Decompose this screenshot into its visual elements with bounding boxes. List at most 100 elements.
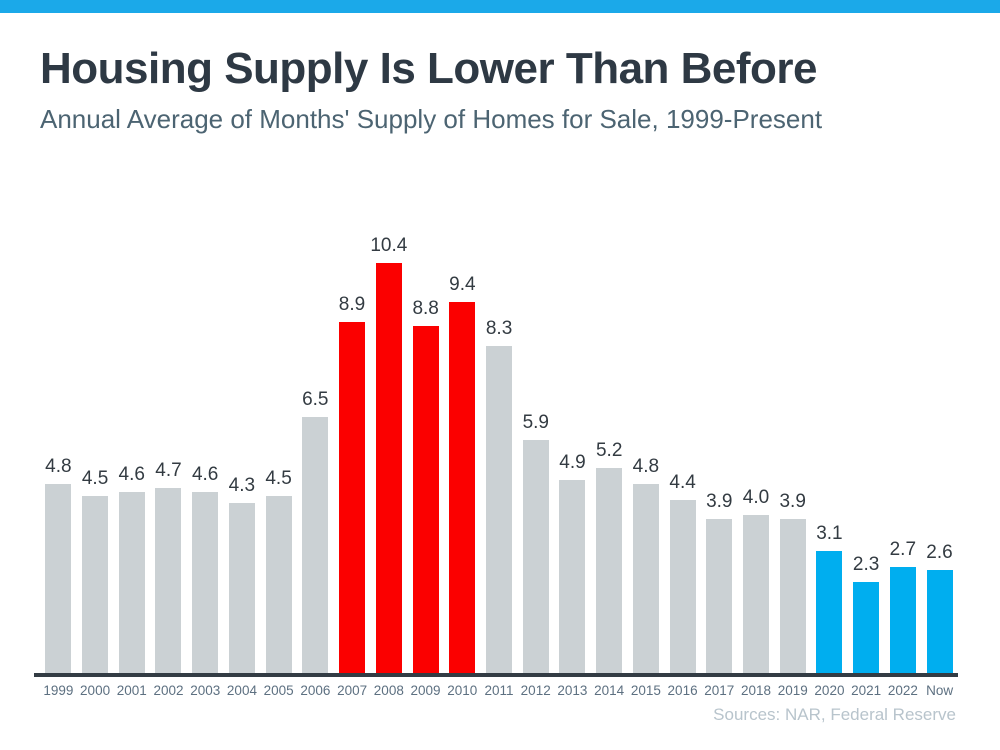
- bar-column: 5.9: [517, 160, 554, 673]
- bar: [486, 346, 513, 673]
- x-axis-tick-label: 2019: [777, 683, 808, 698]
- bar: [559, 480, 586, 673]
- bar: [926, 570, 953, 673]
- bar-value-label: 5.2: [595, 440, 623, 461]
- bar-column: 4.5: [77, 160, 114, 673]
- x-axis-tick-label: 2015: [630, 683, 661, 698]
- bar: [82, 496, 109, 673]
- bar-column: 4.8: [628, 160, 665, 673]
- bar-column: 8.9: [334, 160, 371, 673]
- bar-value-label: 8.9: [338, 294, 366, 315]
- bar-value-label: 3.9: [706, 491, 733, 512]
- x-axis-tick-label: 2006: [300, 683, 331, 698]
- bar-value-label: 4.6: [118, 464, 145, 485]
- bar-column: 4.9: [554, 160, 591, 673]
- bar-value-label: 4.9: [559, 452, 586, 473]
- bar-column: 4.3: [224, 160, 261, 673]
- bar-value-label: 4.5: [265, 468, 292, 489]
- bar: [118, 492, 145, 673]
- chart-title: Housing Supply Is Lower Than Before: [40, 44, 818, 93]
- bar: [889, 567, 916, 673]
- x-axis-tick-label: 2018: [740, 683, 772, 698]
- bar-value-label: 4.0: [742, 487, 770, 508]
- x-axis-tick-label: 2013: [557, 683, 588, 698]
- x-axis-tick-label: 2003: [190, 683, 221, 698]
- bar-value-label: 9.4: [449, 274, 476, 295]
- bar-column: 3.9: [774, 160, 811, 673]
- x-axis-line: [34, 673, 958, 677]
- bar-value-label: 5.9: [522, 412, 549, 433]
- x-axis-tick-label: 2016: [667, 683, 698, 698]
- bar: [632, 484, 659, 673]
- top-accent-strip: [0, 0, 1000, 13]
- bar: [742, 515, 769, 673]
- x-axis-tick-label: 2017: [704, 683, 735, 698]
- bar: [779, 519, 806, 673]
- x-axis-tick-label: 2009: [410, 683, 441, 698]
- x-axis-tick-label: 2011: [484, 683, 514, 698]
- bar-column: 4.0: [738, 160, 775, 673]
- bar: [302, 417, 329, 673]
- x-axis-tick-label: 1999: [43, 683, 74, 698]
- bar-value-label: 4.8: [45, 456, 72, 477]
- source-note: Sources: NAR, Federal Reserve: [713, 705, 956, 724]
- chart-subtitle: Annual Average of Months' Supply of Home…: [40, 104, 823, 134]
- bar-column: 4.7: [150, 160, 187, 673]
- bar-column: 2.3: [848, 160, 885, 673]
- x-axis-tick-label: 2001: [116, 683, 147, 698]
- bar: [375, 263, 402, 673]
- bar: [449, 302, 476, 673]
- x-axis-tick-label: 2008: [373, 683, 404, 698]
- bar-column: 5.2: [591, 160, 628, 673]
- x-axis-tick-label: 2012: [520, 683, 551, 698]
- bar: [45, 484, 72, 673]
- x-axis-tick-label: Now: [926, 683, 954, 698]
- bar-value-label: 6.5: [302, 389, 329, 410]
- bar: [155, 488, 182, 673]
- bar-column: 8.3: [481, 160, 518, 673]
- bar: [522, 440, 549, 673]
- x-axis-tick-label: 2004: [226, 683, 257, 698]
- bar-column: 4.5: [260, 160, 297, 673]
- bar-value-label: 4.5: [81, 468, 109, 489]
- x-axis-tick-label: 2021: [851, 683, 882, 698]
- bar-value-label: 3.9: [779, 491, 806, 512]
- bar: [265, 496, 292, 673]
- bar-value-label: 4.8: [632, 456, 660, 477]
- bar: [192, 492, 219, 673]
- bar-column: 10.4: [370, 160, 407, 673]
- bar: [338, 322, 365, 673]
- x-axis-tick-label: 2022: [887, 683, 918, 698]
- bar-column: 3.1: [811, 160, 848, 673]
- bar: [853, 582, 880, 673]
- bar-column: 2.7: [884, 160, 921, 673]
- bar-column: 4.6: [113, 160, 150, 673]
- bar-column: 9.4: [444, 160, 481, 673]
- bar-value-label: 8.8: [412, 298, 439, 319]
- bar-value-label: 10.4: [370, 235, 408, 256]
- x-axis-tick-label: 2002: [153, 683, 184, 698]
- bar-value-label: 3.1: [816, 523, 843, 544]
- bar-column: 6.5: [297, 160, 334, 673]
- x-axis-tick-label: 2007: [337, 683, 368, 698]
- bar-value-label: 8.3: [485, 318, 513, 339]
- bar-column: 3.9: [701, 160, 738, 673]
- x-axis-tick-label: 2014: [594, 683, 625, 698]
- bar: [596, 468, 623, 673]
- x-axis-tick-label: 2005: [263, 683, 294, 698]
- bar: [412, 326, 439, 673]
- bar-column: 2.6: [921, 160, 958, 673]
- bar-chart-plot-area: 4.8 4.5 4.6 4.7 4.6 4.3 4.5 6.5 8.9 10.4 8.8 9.4 8.3…: [40, 160, 958, 673]
- bar: [706, 519, 733, 673]
- bar-column: 8.8: [407, 160, 444, 673]
- x-axis-tick-label: 2010: [447, 683, 478, 698]
- x-axis-tick-label: 2000: [80, 683, 111, 698]
- bar-value-label: 4.3: [228, 475, 256, 496]
- bar-value-label: 4.7: [155, 460, 182, 481]
- bar-value-label: 4.6: [191, 464, 219, 485]
- bar-value-label: 4.4: [669, 472, 696, 493]
- x-axis-labels: 1999 2000 2001 2002 2003 2004 2005 2006 2007 2008…: [40, 683, 958, 698]
- x-axis-tick-label: 2020: [814, 683, 845, 698]
- bar-column: 4.4: [664, 160, 701, 673]
